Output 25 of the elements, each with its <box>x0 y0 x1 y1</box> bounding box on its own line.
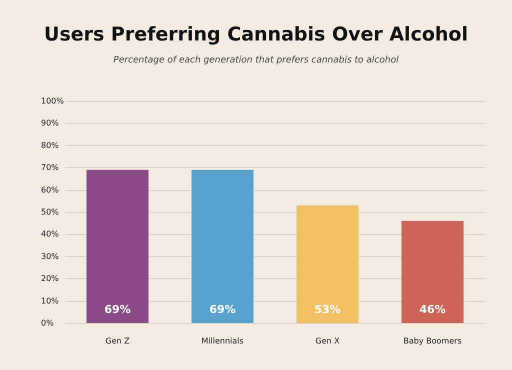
y-tick-label: 90% <box>41 118 60 128</box>
data-label: 53% <box>314 303 341 316</box>
y-tick-label: 100% <box>41 96 64 106</box>
y-tick-label: 80% <box>41 140 60 150</box>
y-tick-label: 0% <box>41 318 54 328</box>
x-tick-label: Gen X <box>315 336 340 346</box>
data-label: 69% <box>104 303 131 316</box>
y-tick-label: 60% <box>41 185 60 194</box>
x-tick-label: Gen Z <box>105 336 130 346</box>
bar <box>296 205 358 323</box>
chart-title: Users Preferring Cannabis Over Alcohol <box>44 24 468 46</box>
data-label: 46% <box>419 303 446 316</box>
chart-subtitle: Percentage of each generation that prefers cannabis to alcohol <box>113 56 400 66</box>
y-tick-label: 70% <box>41 163 60 172</box>
y-tick-label: 10% <box>41 296 60 306</box>
y-tick-label: 30% <box>41 252 60 261</box>
y-tick-label: 20% <box>41 274 60 284</box>
y-tick-label: 50% <box>41 208 60 216</box>
x-tick-label: Baby Boomers <box>403 336 462 346</box>
bar <box>86 170 148 323</box>
data-label: 69% <box>209 303 236 316</box>
y-tick-label: 40% <box>41 230 60 239</box>
bar <box>192 170 254 323</box>
x-tick-label: Millennials <box>201 336 244 346</box>
bar <box>402 220 464 323</box>
